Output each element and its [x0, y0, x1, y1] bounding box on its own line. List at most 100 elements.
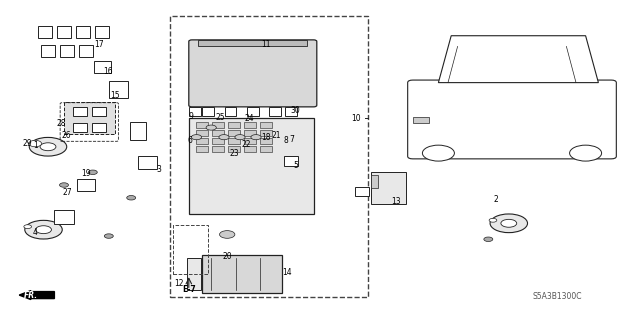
- Circle shape: [191, 135, 202, 140]
- Circle shape: [251, 135, 261, 140]
- FancyBboxPatch shape: [189, 40, 317, 107]
- Bar: [371, 172, 406, 204]
- Circle shape: [40, 143, 56, 151]
- Text: 18: 18: [261, 133, 270, 142]
- Bar: [355, 187, 369, 196]
- Circle shape: [24, 225, 31, 228]
- Bar: [60, 45, 74, 57]
- Bar: [76, 26, 90, 38]
- Bar: [260, 138, 272, 144]
- Circle shape: [28, 142, 36, 145]
- Bar: [173, 225, 208, 274]
- Text: 15: 15: [110, 91, 120, 100]
- Text: 10: 10: [351, 114, 362, 122]
- Text: 2: 2: [493, 195, 499, 204]
- Bar: [79, 45, 93, 57]
- Bar: [189, 107, 201, 116]
- Circle shape: [489, 219, 497, 222]
- Circle shape: [235, 135, 245, 140]
- Text: 13: 13: [390, 197, 401, 206]
- Bar: [212, 146, 224, 152]
- Bar: [202, 107, 214, 116]
- Text: 27: 27: [62, 188, 72, 197]
- Circle shape: [490, 214, 527, 233]
- Polygon shape: [438, 36, 598, 83]
- Text: 7: 7: [289, 135, 294, 144]
- Text: 8: 8: [284, 137, 289, 145]
- Text: S5A3B1300C: S5A3B1300C: [532, 292, 582, 301]
- FancyArrow shape: [19, 291, 54, 300]
- Text: 1: 1: [33, 141, 38, 150]
- Bar: [244, 130, 256, 136]
- Bar: [92, 107, 106, 116]
- Text: 20: 20: [222, 252, 232, 261]
- Bar: [247, 107, 259, 116]
- Bar: [228, 130, 240, 136]
- Bar: [284, 156, 298, 166]
- Bar: [212, 122, 224, 128]
- Text: 30: 30: [291, 106, 301, 115]
- Text: 23: 23: [229, 149, 239, 158]
- Bar: [77, 179, 95, 191]
- Bar: [92, 123, 106, 132]
- Text: 6: 6: [188, 136, 193, 145]
- Text: 16: 16: [102, 67, 113, 76]
- Text: 29: 29: [22, 139, 33, 148]
- Bar: [94, 61, 111, 73]
- Bar: [57, 26, 71, 38]
- Bar: [228, 138, 240, 144]
- Bar: [198, 40, 307, 46]
- Text: 4: 4: [33, 228, 38, 237]
- Bar: [212, 138, 224, 144]
- Circle shape: [501, 219, 516, 227]
- Text: E-7: E-7: [182, 285, 196, 294]
- Text: 17: 17: [94, 40, 104, 49]
- Bar: [38, 26, 52, 38]
- Text: 21: 21: [272, 131, 281, 140]
- Text: 28: 28: [56, 119, 65, 128]
- Bar: [260, 122, 272, 128]
- Text: 25: 25: [216, 113, 226, 122]
- Text: 26: 26: [61, 131, 71, 140]
- Bar: [212, 130, 224, 136]
- Text: 5: 5: [293, 161, 298, 170]
- Text: 24: 24: [244, 114, 255, 123]
- Circle shape: [29, 140, 42, 147]
- Bar: [95, 26, 109, 38]
- Bar: [54, 210, 74, 224]
- Text: 9: 9: [189, 112, 194, 121]
- Bar: [109, 80, 128, 98]
- Bar: [138, 156, 157, 169]
- Bar: [269, 107, 281, 116]
- Bar: [260, 130, 272, 136]
- Circle shape: [60, 183, 68, 187]
- Text: 12: 12: [175, 279, 184, 288]
- Bar: [41, 45, 55, 57]
- Circle shape: [127, 196, 136, 200]
- Bar: [285, 107, 297, 116]
- Circle shape: [206, 125, 216, 130]
- Bar: [228, 146, 240, 152]
- Bar: [196, 122, 208, 128]
- Circle shape: [484, 237, 493, 241]
- Bar: [260, 146, 272, 152]
- Bar: [170, 16, 368, 297]
- Bar: [73, 123, 87, 132]
- Bar: [196, 138, 208, 144]
- Bar: [244, 138, 256, 144]
- FancyBboxPatch shape: [408, 80, 616, 159]
- Bar: [189, 118, 314, 214]
- Text: 3: 3: [156, 165, 161, 174]
- Circle shape: [219, 135, 229, 140]
- Bar: [64, 102, 115, 134]
- Circle shape: [25, 220, 62, 239]
- Bar: [196, 146, 208, 152]
- Bar: [228, 122, 240, 128]
- Bar: [202, 255, 282, 293]
- Circle shape: [570, 145, 602, 161]
- Bar: [196, 130, 208, 136]
- Circle shape: [422, 145, 454, 161]
- Circle shape: [220, 231, 235, 238]
- Bar: [244, 122, 256, 128]
- Bar: [244, 146, 256, 152]
